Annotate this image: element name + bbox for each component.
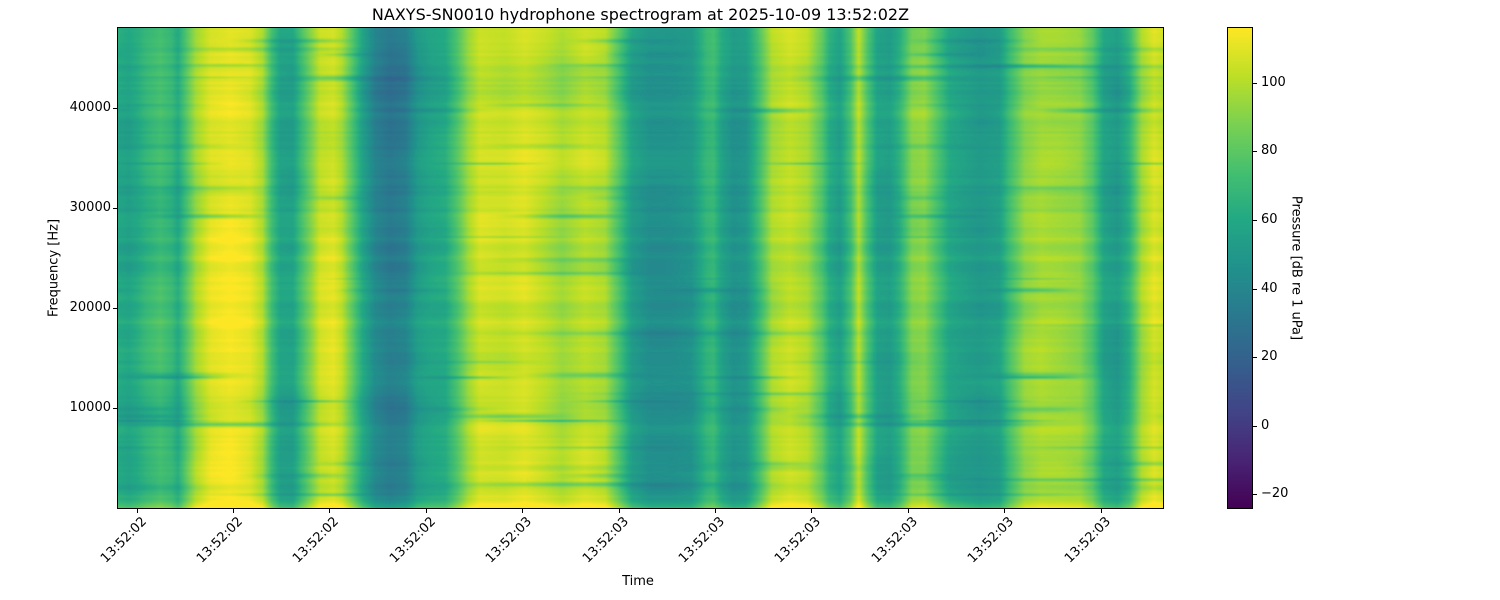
colorbar-gradient xyxy=(1228,28,1252,508)
x-tick-label: 13:52:03 xyxy=(675,514,728,567)
colorbar-tick-label: 40 xyxy=(1261,280,1278,296)
x-tick-mark xyxy=(136,509,138,513)
plot-title: NAXYS-SN0010 hydrophone spectrogram at 2… xyxy=(371,5,910,24)
y-tick-label: 10000 xyxy=(69,400,111,415)
x-tick-mark xyxy=(329,509,331,513)
x-tick-mark xyxy=(232,509,234,513)
x-tick-mark xyxy=(522,509,524,513)
colorbar-tick-mark xyxy=(1253,220,1257,221)
y-tick-label: 40000 xyxy=(69,100,111,115)
x-tick-label: 13:52:02 xyxy=(290,514,343,567)
y-tick-mark xyxy=(113,308,117,309)
x-axis-label: Time xyxy=(622,574,654,589)
x-tick-mark xyxy=(618,509,620,513)
x-tick-mark xyxy=(1100,509,1102,513)
x-tick-label: 13:52:02 xyxy=(386,514,439,567)
colorbar-tick-label: 80 xyxy=(1261,143,1278,159)
plot-border xyxy=(117,27,1164,509)
colorbar-tick-label: 100 xyxy=(1261,74,1286,90)
spectrogram-image xyxy=(118,28,1163,508)
x-tick-label: 13:52:03 xyxy=(965,514,1017,567)
x-tick-label: 13:52:03 xyxy=(772,514,825,567)
y-tick-mark xyxy=(113,408,117,409)
x-tick-mark xyxy=(714,509,716,513)
x-tick-label: 13:52:03 xyxy=(868,514,921,567)
colorbar-tick-mark xyxy=(1253,82,1257,84)
x-tick-mark xyxy=(425,509,427,513)
x-tick-label: 13:52:02 xyxy=(97,514,150,567)
colorbar-tick-label: 20 xyxy=(1261,349,1278,365)
x-tick-label: 13:52:03 xyxy=(1061,514,1114,567)
colorbar-tick-label: −20 xyxy=(1261,486,1289,502)
x-tick-label: 13:52:02 xyxy=(193,514,246,567)
y-tick-label: 20000 xyxy=(69,300,111,315)
colorbar-tick-mark xyxy=(1253,151,1257,153)
colorbar-tick-mark xyxy=(1253,357,1257,359)
y-tick-mark xyxy=(113,108,117,109)
x-tick-mark xyxy=(811,509,813,513)
colorbar-tick-label: 60 xyxy=(1261,212,1278,227)
colorbar-tick-mark xyxy=(1253,494,1257,496)
x-tick-label: 13:52:03 xyxy=(579,514,632,567)
x-tick-mark xyxy=(907,509,909,513)
colorbar xyxy=(1227,27,1253,509)
y-tick-label: 30000 xyxy=(69,200,111,215)
y-tick-mark xyxy=(113,208,117,209)
colorbar-tick-mark xyxy=(1253,425,1257,427)
colorbar-tick-mark xyxy=(1253,288,1257,290)
x-tick-mark xyxy=(1004,509,1006,513)
colorbar-label: Pressure [dB re 1 uPa] xyxy=(1288,195,1304,341)
colorbar-tick-label: 0 xyxy=(1261,417,1270,433)
x-tick-label: 13:52:03 xyxy=(483,514,535,567)
